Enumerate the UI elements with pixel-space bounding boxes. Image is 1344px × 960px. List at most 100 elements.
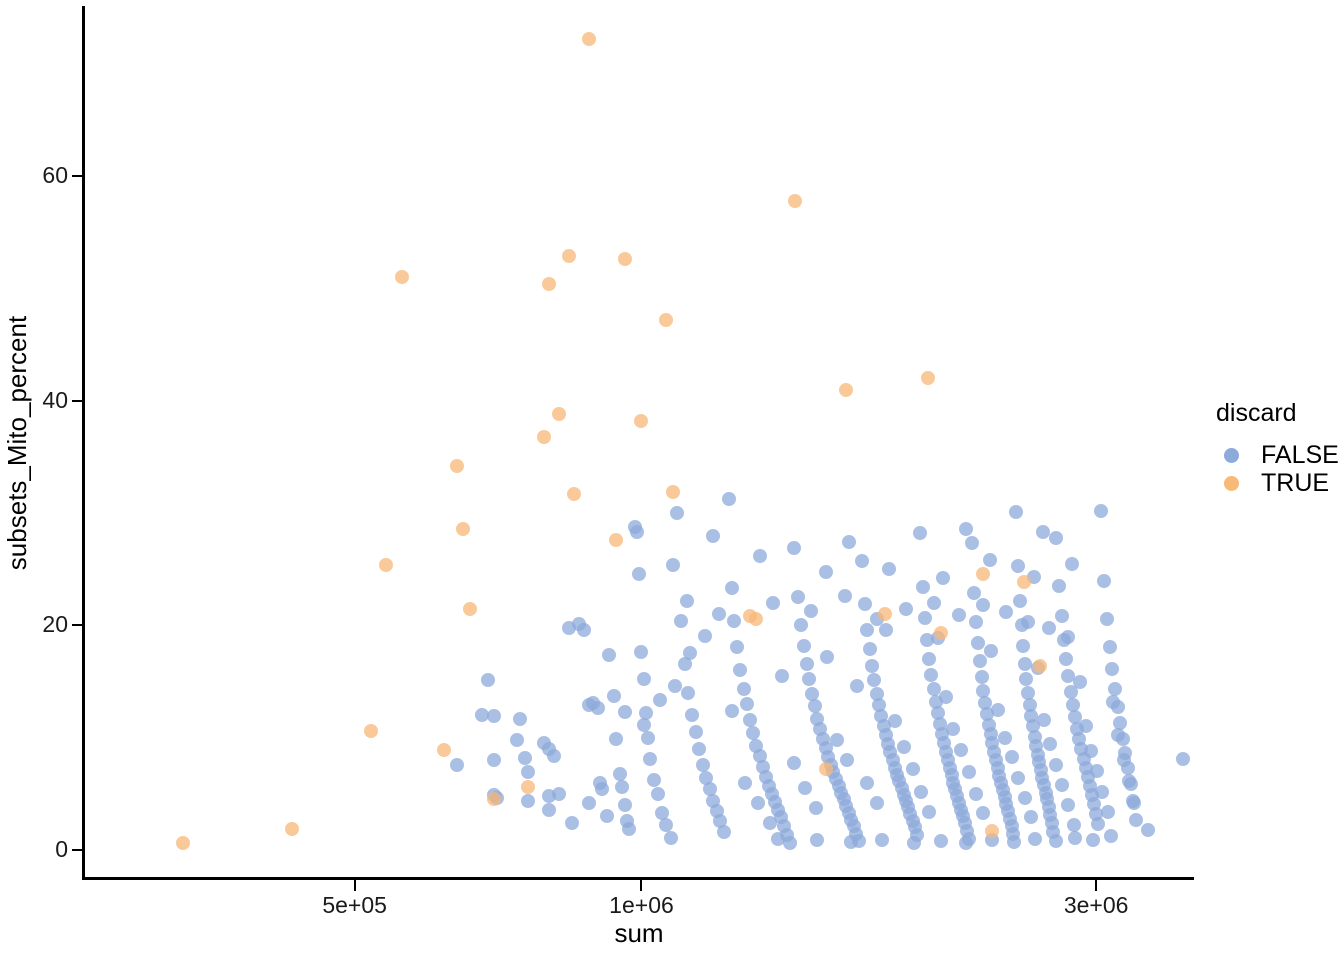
data-point <box>1054 609 1069 624</box>
data-point <box>634 414 649 429</box>
data-point <box>830 732 845 747</box>
data-point <box>974 670 989 685</box>
legend-key-swatch <box>1216 447 1246 463</box>
data-point <box>749 611 764 626</box>
data-point <box>924 667 939 682</box>
data-point <box>1008 505 1023 520</box>
data-point <box>363 723 378 738</box>
y-axis-tick-label: 60 <box>42 162 68 189</box>
data-point <box>809 801 824 816</box>
data-point <box>798 781 813 796</box>
data-point <box>850 679 865 694</box>
data-point <box>552 786 567 801</box>
data-point <box>542 277 557 292</box>
data-point <box>621 821 636 836</box>
data-point <box>658 313 673 328</box>
legend-item-false[interactable]: FALSE <box>1216 441 1344 469</box>
data-point <box>679 593 694 608</box>
data-point <box>1106 694 1121 709</box>
data-point <box>617 704 632 719</box>
data-point <box>1084 744 1099 759</box>
data-point <box>961 765 976 780</box>
data-point <box>632 566 647 581</box>
data-point <box>456 521 471 536</box>
circle-icon <box>1223 447 1239 463</box>
data-point <box>608 731 623 746</box>
data-point <box>1065 556 1080 571</box>
data-point <box>1037 712 1052 727</box>
data-point <box>1095 784 1110 799</box>
data-point <box>683 646 698 661</box>
data-point <box>972 654 987 669</box>
data-point <box>958 836 973 851</box>
data-point <box>969 786 984 801</box>
data-point <box>938 690 953 705</box>
data-point <box>716 824 731 839</box>
data-point <box>867 673 882 688</box>
data-point <box>818 564 833 579</box>
data-point <box>608 533 623 548</box>
data-point <box>877 607 892 622</box>
y-axis-tick <box>72 399 83 402</box>
data-point <box>564 815 579 830</box>
data-point <box>474 708 489 723</box>
data-point <box>864 658 879 673</box>
data-point <box>1093 503 1108 518</box>
data-point <box>652 692 667 707</box>
data-point <box>862 641 877 656</box>
data-point <box>1007 835 1022 850</box>
data-point <box>1055 777 1070 792</box>
data-point <box>486 792 501 807</box>
data-point <box>926 595 941 610</box>
data-point <box>799 656 814 671</box>
data-point <box>1033 658 1048 673</box>
data-point <box>634 645 649 660</box>
data-point <box>739 697 754 711</box>
data-point <box>844 835 859 850</box>
data-point <box>1028 831 1043 846</box>
data-point <box>1061 798 1076 813</box>
data-point <box>1140 822 1155 837</box>
legend-item-true[interactable]: TRUE <box>1216 469 1344 497</box>
data-point <box>1012 593 1027 608</box>
data-point <box>1011 558 1026 573</box>
data-point <box>581 795 596 810</box>
data-point <box>547 748 562 763</box>
data-point <box>875 832 890 847</box>
data-point <box>1017 656 1032 671</box>
data-point <box>746 726 761 741</box>
data-point <box>976 805 991 820</box>
y-axis-tick-label: 40 <box>42 386 68 413</box>
data-point <box>933 626 948 641</box>
data-point <box>818 762 833 777</box>
data-point <box>967 585 982 600</box>
data-point <box>1111 728 1126 743</box>
data-point <box>914 784 929 799</box>
data-point <box>1019 672 1034 687</box>
data-point <box>1072 674 1087 689</box>
data-point <box>750 795 765 810</box>
data-point <box>1016 638 1031 653</box>
data-point <box>512 711 527 726</box>
data-point <box>486 709 501 724</box>
data-point <box>887 713 902 728</box>
data-point <box>958 521 973 536</box>
y-axis-tick <box>72 175 83 178</box>
data-point <box>1061 629 1076 644</box>
data-point <box>520 765 535 780</box>
data-points-layer <box>84 8 1194 878</box>
data-point <box>819 649 834 664</box>
data-point <box>576 622 591 637</box>
data-point <box>666 484 681 499</box>
data-point <box>730 639 745 654</box>
data-point <box>964 536 979 551</box>
data-point <box>636 672 651 687</box>
data-point <box>913 526 927 541</box>
data-point <box>567 487 582 502</box>
data-point <box>1091 817 1106 832</box>
data-point <box>984 823 999 838</box>
legend-title: discard <box>1216 399 1297 427</box>
data-point <box>1052 579 1067 594</box>
data-point <box>839 382 854 397</box>
data-point <box>449 757 464 772</box>
